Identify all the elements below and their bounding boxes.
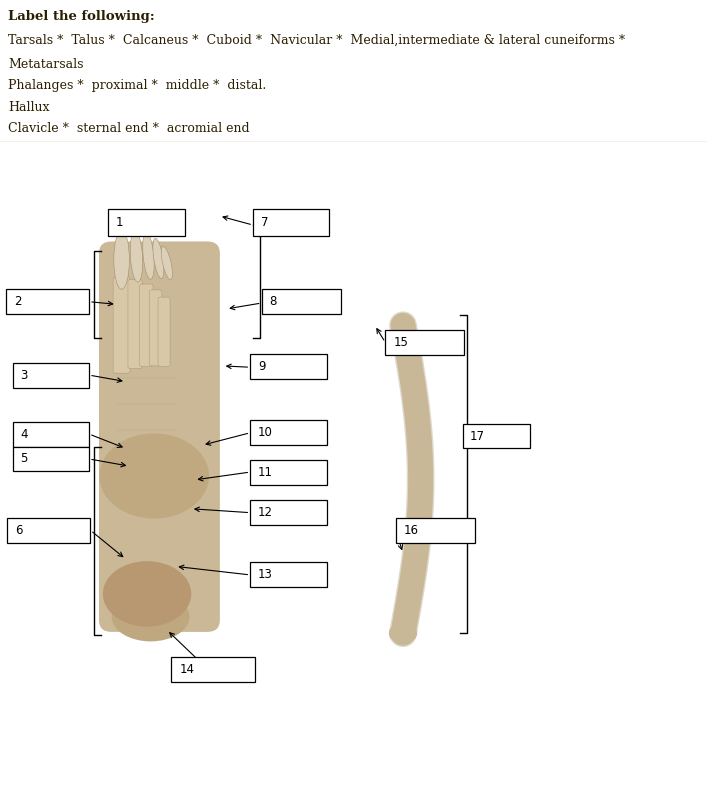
Ellipse shape: [103, 561, 191, 626]
FancyBboxPatch shape: [113, 277, 130, 373]
FancyBboxPatch shape: [108, 210, 185, 236]
Ellipse shape: [161, 246, 173, 280]
Text: Metatarsals: Metatarsals: [8, 58, 84, 71]
Text: Phalanges *  proximal *  middle *  distal.: Phalanges * proximal * middle * distal.: [8, 80, 267, 92]
Ellipse shape: [112, 592, 189, 642]
Text: 17: 17: [469, 430, 485, 442]
FancyBboxPatch shape: [253, 210, 329, 236]
FancyBboxPatch shape: [171, 658, 255, 682]
Text: Tarsals *  Talus *  Calcaneus *  Cuboid *  Navicular *  Medial,intermediate & la: Tarsals * Talus * Calcaneus * Cuboid * N…: [8, 34, 626, 47]
FancyBboxPatch shape: [250, 460, 327, 485]
Ellipse shape: [114, 230, 129, 289]
Text: Hallux: Hallux: [8, 100, 50, 114]
FancyBboxPatch shape: [250, 563, 327, 587]
Text: 5: 5: [21, 453, 28, 465]
Ellipse shape: [389, 622, 417, 644]
FancyBboxPatch shape: [7, 518, 90, 543]
Text: 6: 6: [16, 524, 23, 537]
FancyBboxPatch shape: [13, 363, 89, 387]
Ellipse shape: [153, 238, 164, 279]
FancyBboxPatch shape: [396, 518, 475, 543]
FancyBboxPatch shape: [149, 290, 162, 366]
FancyBboxPatch shape: [140, 284, 153, 367]
Text: 15: 15: [393, 336, 408, 349]
Text: Label the following:: Label the following:: [8, 10, 156, 23]
Text: 16: 16: [404, 524, 419, 537]
Text: 3: 3: [21, 368, 28, 382]
Text: 4: 4: [21, 427, 28, 441]
FancyBboxPatch shape: [128, 280, 142, 368]
FancyBboxPatch shape: [13, 446, 89, 471]
FancyBboxPatch shape: [6, 289, 89, 314]
FancyBboxPatch shape: [13, 422, 89, 446]
Ellipse shape: [99, 434, 209, 519]
Text: Clavicle *  sternal end *  acromial end: Clavicle * sternal end * acromial end: [8, 122, 250, 135]
FancyBboxPatch shape: [250, 501, 327, 525]
Text: 11: 11: [258, 465, 273, 478]
FancyBboxPatch shape: [158, 297, 170, 367]
Ellipse shape: [130, 231, 143, 282]
Text: 13: 13: [258, 568, 273, 581]
Text: 7: 7: [261, 216, 268, 229]
Ellipse shape: [143, 233, 154, 280]
Text: 12: 12: [258, 506, 273, 519]
FancyBboxPatch shape: [250, 420, 327, 446]
Ellipse shape: [392, 315, 414, 336]
FancyBboxPatch shape: [250, 354, 327, 379]
FancyBboxPatch shape: [385, 330, 464, 355]
FancyBboxPatch shape: [99, 241, 220, 632]
Text: 14: 14: [180, 663, 194, 677]
Text: 2: 2: [14, 295, 21, 308]
FancyBboxPatch shape: [262, 289, 341, 314]
Text: 8: 8: [269, 295, 277, 308]
Text: 10: 10: [258, 426, 273, 439]
Text: 9: 9: [258, 360, 265, 373]
FancyBboxPatch shape: [463, 423, 530, 449]
Text: 1: 1: [116, 216, 123, 229]
